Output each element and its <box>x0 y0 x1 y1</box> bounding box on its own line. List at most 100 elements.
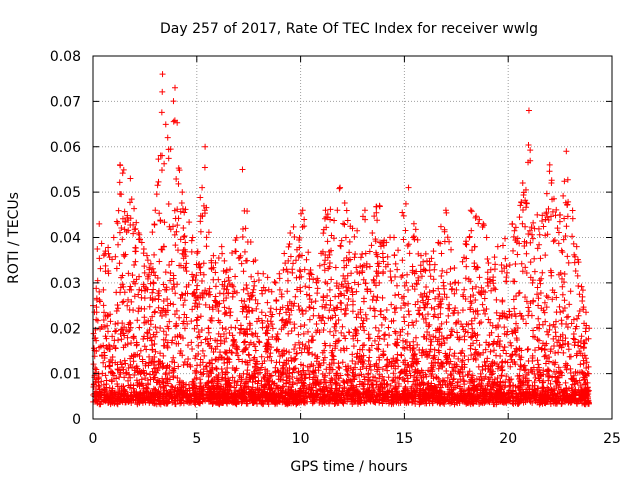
data-point <box>273 297 280 304</box>
data-point <box>349 308 356 315</box>
data-point <box>398 368 405 375</box>
data-point <box>420 258 427 265</box>
data-point <box>97 325 104 332</box>
data-point <box>484 269 491 276</box>
data-point <box>93 304 100 311</box>
data-point <box>438 250 445 257</box>
data-point <box>137 347 144 354</box>
data-point <box>419 369 426 376</box>
data-point <box>384 367 391 374</box>
data-point <box>398 351 405 358</box>
data-point <box>444 374 451 381</box>
data-point <box>413 280 420 287</box>
data-point <box>293 401 300 408</box>
data-point <box>189 271 196 278</box>
data-point <box>420 382 427 389</box>
data-point <box>404 361 411 368</box>
data-point <box>542 388 549 395</box>
data-point <box>424 350 431 357</box>
data-point <box>477 351 484 358</box>
data-point <box>346 249 353 256</box>
data-point <box>547 380 554 387</box>
data-point <box>275 390 282 397</box>
data-point <box>320 230 327 237</box>
data-point <box>285 257 292 264</box>
data-point <box>100 252 107 259</box>
data-point <box>577 361 584 368</box>
data-point <box>114 383 121 390</box>
data-point <box>439 360 446 367</box>
data-point <box>321 347 328 354</box>
data-point <box>502 235 509 242</box>
data-point <box>94 246 101 253</box>
data-point <box>345 365 352 372</box>
data-point <box>436 341 443 348</box>
data-point <box>353 288 360 295</box>
data-point <box>343 345 350 352</box>
data-point <box>288 358 295 365</box>
data-point <box>144 377 151 384</box>
data-point <box>237 326 244 333</box>
data-point <box>206 288 213 295</box>
data-point <box>426 261 433 268</box>
data-point <box>414 341 421 348</box>
data-point <box>352 371 359 378</box>
data-point <box>530 219 537 226</box>
data-point <box>581 376 588 383</box>
data-point <box>441 390 448 397</box>
data-point <box>132 225 139 232</box>
data-point <box>480 307 487 314</box>
data-point <box>457 376 464 383</box>
data-point <box>542 352 549 359</box>
data-point <box>105 244 112 251</box>
data-point <box>318 317 325 324</box>
data-point <box>106 363 113 370</box>
data-point <box>354 400 361 407</box>
data-point <box>298 210 305 217</box>
data-point <box>255 377 262 384</box>
data-point <box>234 346 241 353</box>
data-point <box>100 317 107 324</box>
data-point <box>125 296 132 303</box>
data-point <box>151 387 158 394</box>
data-point <box>430 287 437 294</box>
data-point <box>344 371 351 378</box>
data-point <box>541 346 548 353</box>
data-point <box>447 331 454 338</box>
data-point <box>336 337 343 344</box>
data-point <box>360 276 367 283</box>
data-point <box>493 399 500 406</box>
data-point <box>464 329 471 336</box>
data-point <box>426 321 433 328</box>
data-point <box>353 383 360 390</box>
data-point <box>107 391 114 398</box>
data-point <box>483 234 490 241</box>
data-point <box>435 239 442 246</box>
data-point <box>264 274 271 281</box>
data-point <box>458 321 465 328</box>
data-point <box>246 325 253 332</box>
data-point <box>483 306 490 313</box>
data-point <box>487 348 494 355</box>
data-point <box>337 372 344 379</box>
data-point <box>347 256 354 263</box>
data-point <box>381 332 388 339</box>
data-point <box>313 279 320 286</box>
data-point <box>522 294 529 301</box>
data-point <box>575 259 582 266</box>
data-point <box>509 393 516 400</box>
data-point <box>467 345 474 352</box>
data-point <box>93 285 100 292</box>
data-point <box>135 308 142 315</box>
data-point <box>399 272 406 279</box>
data-point <box>189 345 196 352</box>
data-point <box>133 377 140 384</box>
data-point <box>154 377 161 384</box>
data-point <box>183 268 190 275</box>
data-point <box>508 342 515 349</box>
data-point <box>525 382 532 389</box>
data-point <box>345 280 352 287</box>
data-point <box>375 327 382 334</box>
data-point <box>438 320 445 327</box>
data-point <box>204 368 211 375</box>
